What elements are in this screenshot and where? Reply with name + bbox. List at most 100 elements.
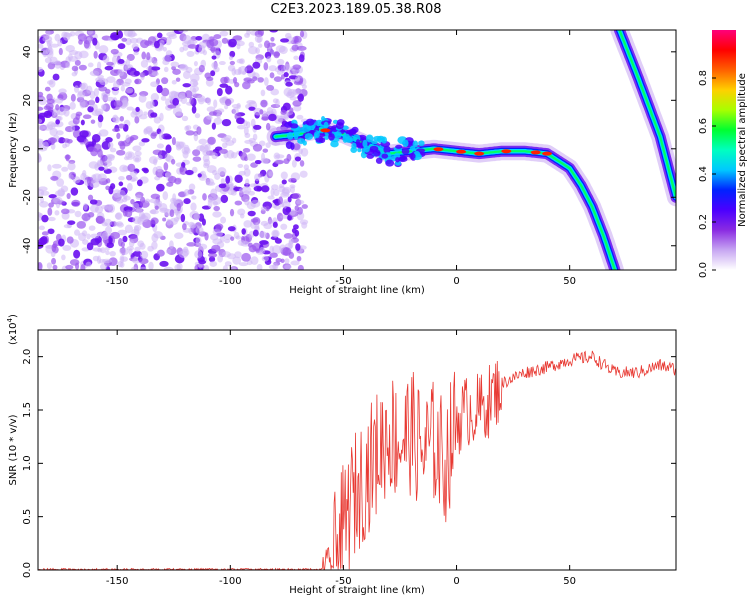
noise-blob — [132, 145, 142, 152]
noise-blob — [58, 238, 65, 247]
spectrogram-noise-layer — [38, 30, 309, 270]
noise-blob — [269, 72, 275, 79]
noise-blob — [161, 87, 170, 97]
noise-blob — [105, 185, 110, 191]
noise-blob — [274, 154, 285, 159]
noise-blob — [88, 225, 96, 231]
noise-blob — [139, 242, 146, 250]
noise-blob — [126, 246, 135, 251]
noise-blob — [143, 127, 153, 134]
noise-blob — [124, 78, 132, 85]
ridge-hotspot — [501, 149, 512, 154]
noise-blob — [156, 32, 163, 39]
noise-blob — [258, 231, 268, 239]
noise-blob — [291, 44, 299, 51]
noise-blob — [98, 166, 105, 171]
ridge-blob — [319, 137, 326, 144]
noise-blob — [259, 240, 269, 245]
colorbar-label: Normalized spectral amplitude — [737, 73, 748, 227]
ridge-blob — [373, 135, 382, 142]
noise-blob — [252, 143, 263, 152]
noise-blob — [229, 208, 235, 217]
noise-blob — [112, 116, 121, 124]
ridge-blob — [321, 116, 326, 122]
noise-blob — [267, 219, 274, 224]
noise-blob — [214, 231, 224, 237]
noise-blob — [271, 245, 282, 255]
noise-blob — [128, 240, 135, 248]
noise-blob — [177, 191, 186, 198]
noise-blob — [282, 102, 291, 111]
noise-blob — [116, 149, 126, 156]
noise-blob — [163, 266, 174, 270]
ridge-blob — [297, 138, 306, 144]
noise-blob — [80, 119, 85, 126]
noise-blob — [116, 189, 126, 198]
noise-blob — [38, 186, 48, 192]
noise-blob — [79, 99, 86, 109]
noise-blob — [272, 98, 279, 104]
noise-blob — [254, 34, 263, 43]
noise-blob — [186, 242, 197, 247]
noise-blob — [226, 150, 235, 159]
noise-blob — [91, 134, 101, 143]
noise-blob — [58, 47, 63, 56]
noise-blob — [225, 98, 232, 107]
noise-blob — [167, 104, 177, 109]
noise-blob — [101, 104, 106, 111]
y-tick-label: 0.5 — [22, 509, 33, 525]
noise-blob — [293, 104, 302, 112]
noise-blob — [245, 121, 251, 129]
noise-blob — [241, 185, 252, 194]
noise-blob — [189, 97, 194, 105]
noise-blob — [247, 210, 256, 217]
colorbar-tick-label: 0.8 — [698, 70, 709, 86]
noise-blob — [203, 264, 210, 270]
noise-blob — [225, 85, 233, 95]
noise-blob — [63, 108, 70, 117]
noise-blob — [97, 173, 107, 182]
noise-blob — [51, 110, 57, 117]
spectrogram-frame — [37, 29, 677, 271]
noise-blob — [215, 223, 224, 230]
noise-blob — [292, 64, 302, 70]
noise-blob — [180, 213, 186, 223]
noise-blob — [294, 156, 302, 162]
noise-blob — [237, 239, 246, 246]
noise-blob — [98, 129, 109, 137]
noise-blob — [93, 143, 102, 153]
noise-blob — [164, 171, 172, 178]
noise-blob — [248, 106, 256, 111]
noise-blob — [163, 66, 169, 73]
noise-blob — [301, 221, 308, 229]
noise-blob — [133, 51, 139, 56]
noise-blob — [171, 79, 177, 85]
noise-blob — [141, 138, 150, 143]
noise-blob — [268, 113, 277, 122]
noise-blob — [204, 144, 211, 152]
noise-blob — [38, 118, 43, 124]
noise-blob — [276, 212, 284, 222]
noise-blob — [270, 88, 280, 96]
noise-blob — [81, 213, 91, 222]
noise-blob — [185, 130, 195, 136]
noise-blob — [138, 114, 148, 120]
noise-blob — [144, 198, 151, 203]
noise-blob — [297, 93, 304, 102]
noise-blob — [273, 189, 280, 197]
noise-blob — [62, 245, 72, 251]
noise-blob — [124, 224, 133, 234]
noise-blob — [61, 166, 69, 172]
noise-blob — [130, 175, 138, 182]
noise-blob — [62, 143, 68, 149]
ridge-blob — [381, 153, 389, 159]
noise-blob — [49, 43, 59, 48]
noise-blob — [284, 264, 292, 270]
noise-blob — [125, 134, 130, 143]
noise-blob — [95, 96, 100, 104]
ridge-blob — [385, 159, 395, 167]
noise-blob — [125, 87, 134, 94]
noise-blob — [263, 77, 269, 86]
ridge-blob — [399, 155, 408, 160]
noise-blob — [47, 164, 52, 172]
